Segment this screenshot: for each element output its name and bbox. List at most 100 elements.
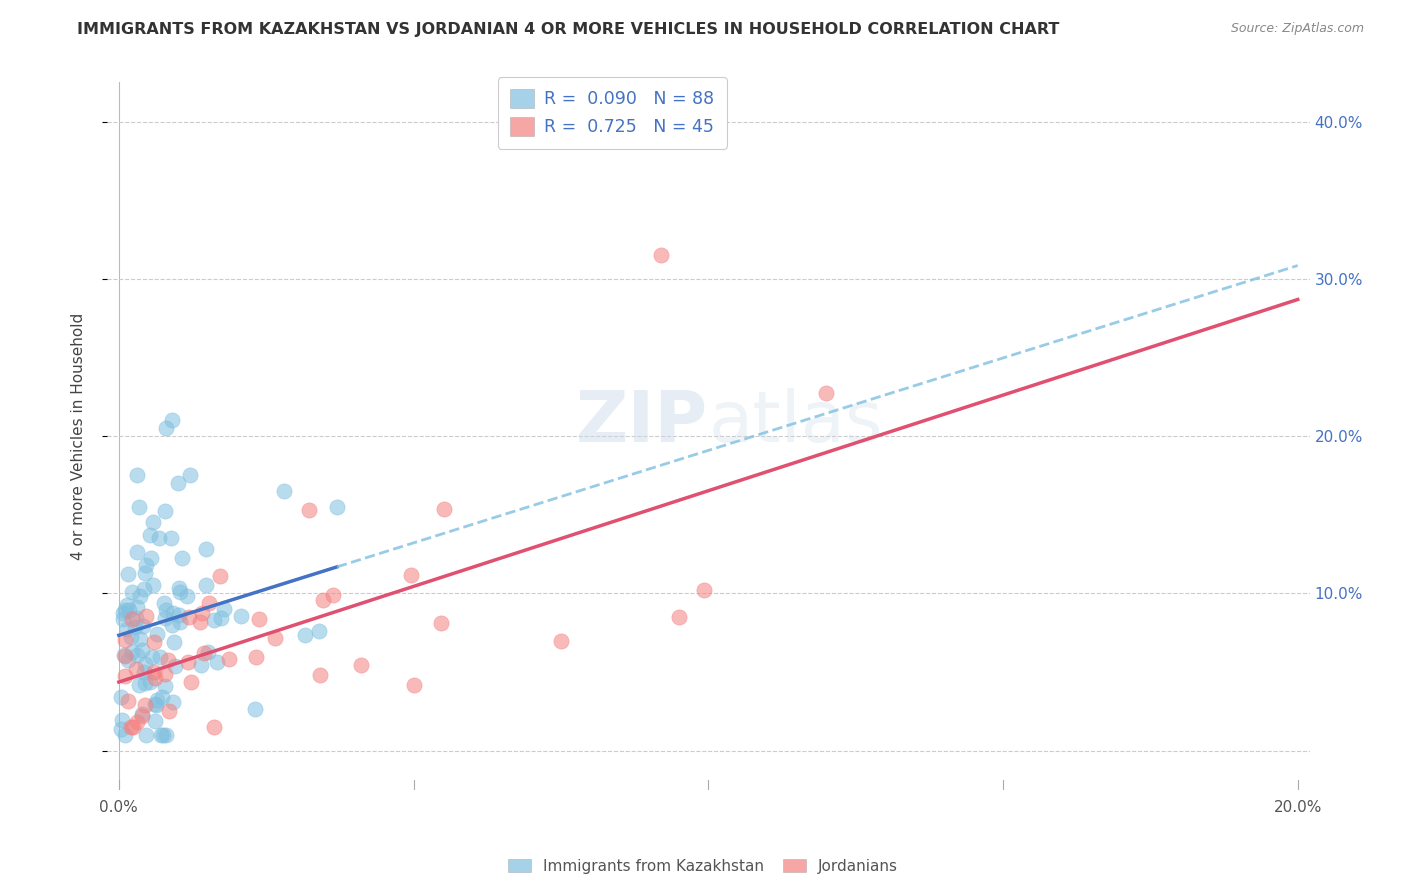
Point <box>190 657 212 672</box>
Point <box>309 668 332 682</box>
Point <box>153 504 176 518</box>
Point <box>134 566 156 581</box>
Point <box>160 413 183 427</box>
Point <box>125 662 148 676</box>
Point <box>122 720 145 734</box>
Point <box>243 701 266 715</box>
Point <box>197 645 219 659</box>
Point <box>143 714 166 729</box>
Point <box>139 551 162 566</box>
Point <box>550 633 572 648</box>
Point <box>163 635 186 649</box>
Point <box>170 551 193 566</box>
Point <box>134 698 156 712</box>
Point <box>117 694 139 708</box>
Point <box>131 709 153 723</box>
Point <box>146 627 169 641</box>
Point <box>169 581 191 595</box>
Point <box>114 603 136 617</box>
Point <box>668 610 690 624</box>
Point <box>112 606 135 620</box>
Point <box>169 615 191 629</box>
Point <box>118 603 141 617</box>
Legend: Immigrants from Kazakhstan, Jordanians: Immigrants from Kazakhstan, Jordanians <box>502 853 904 880</box>
Point <box>155 603 177 617</box>
Point <box>129 632 152 647</box>
Point <box>166 476 188 491</box>
Point <box>132 619 155 633</box>
Point <box>193 646 215 660</box>
Point <box>121 645 143 659</box>
Point <box>131 706 153 721</box>
Text: ZIP: ZIP <box>576 387 709 457</box>
Point <box>135 608 157 623</box>
Point <box>128 500 150 514</box>
Point <box>273 484 295 499</box>
Point <box>322 588 344 602</box>
Point <box>160 618 183 632</box>
Point <box>177 610 200 624</box>
Point <box>117 653 139 667</box>
Text: Source: ZipAtlas.com: Source: ZipAtlas.com <box>1230 22 1364 36</box>
Point <box>433 502 456 516</box>
Point <box>650 248 672 262</box>
Point <box>125 611 148 625</box>
Text: atlas: atlas <box>709 387 883 457</box>
Point <box>124 620 146 634</box>
Point <box>245 649 267 664</box>
Point <box>209 569 232 583</box>
Point <box>125 715 148 730</box>
Point <box>188 615 211 630</box>
Point <box>111 713 134 727</box>
Point <box>430 615 453 630</box>
Point <box>135 558 157 572</box>
Point <box>134 665 156 679</box>
Point <box>169 585 191 599</box>
Point <box>399 567 422 582</box>
Point <box>169 607 191 622</box>
Point <box>114 632 136 647</box>
Point <box>145 698 167 712</box>
Point <box>110 690 132 704</box>
Point <box>134 582 156 597</box>
Point <box>134 657 156 671</box>
Point <box>194 577 217 591</box>
Text: IMMIGRANTS FROM KAZAKHSTAN VS JORDANIAN 4 OR MORE VEHICLES IN HOUSEHOLD CORRELAT: IMMIGRANTS FROM KAZAKHSTAN VS JORDANIAN … <box>77 22 1060 37</box>
Point <box>114 728 136 742</box>
Point <box>128 589 150 603</box>
Point <box>160 531 183 545</box>
Point <box>180 674 202 689</box>
Point <box>142 578 165 592</box>
Point <box>229 608 252 623</box>
Point <box>693 582 716 597</box>
Point <box>202 613 225 627</box>
Point <box>176 590 198 604</box>
Point <box>194 542 217 557</box>
Point <box>402 677 425 691</box>
Point <box>114 669 136 683</box>
Point <box>179 468 201 483</box>
Point <box>120 720 142 734</box>
Point <box>117 567 139 582</box>
Point <box>191 607 214 621</box>
Point <box>176 656 198 670</box>
Point <box>143 665 166 680</box>
Point <box>146 692 169 706</box>
Point <box>155 611 177 625</box>
Point <box>326 500 349 514</box>
Point <box>298 503 321 517</box>
Point <box>114 648 136 663</box>
Point <box>214 602 236 616</box>
Point <box>162 694 184 708</box>
Point <box>311 593 333 607</box>
Point <box>139 675 162 690</box>
Point <box>209 611 232 625</box>
Legend: R =  0.090   N = 88, R =  0.725   N = 45: R = 0.090 N = 88, R = 0.725 N = 45 <box>498 77 727 149</box>
Point <box>115 598 138 612</box>
Point <box>121 584 143 599</box>
Point <box>121 612 143 626</box>
Point <box>128 678 150 692</box>
Point <box>198 595 221 609</box>
Point <box>142 634 165 648</box>
Point <box>205 655 228 669</box>
